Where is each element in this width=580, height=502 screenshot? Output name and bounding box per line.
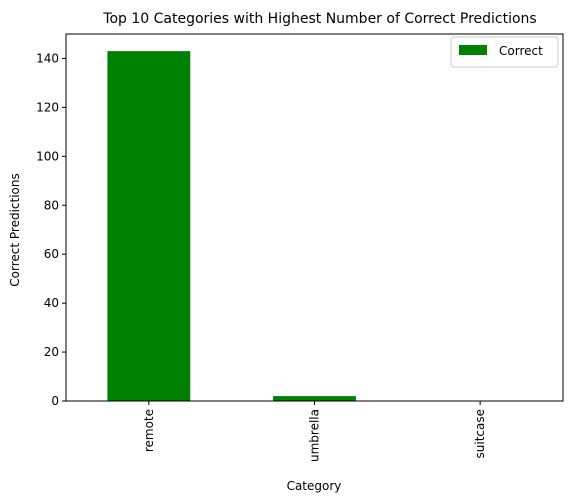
y-tick-label: 40 bbox=[44, 296, 59, 310]
legend: Correct bbox=[450, 36, 559, 68]
x-tick-label: suitcase bbox=[473, 409, 487, 458]
bar bbox=[107, 51, 191, 401]
y-axis-label: Correct Predictions bbox=[8, 173, 22, 286]
y-tick-label: 20 bbox=[44, 345, 59, 359]
x-tick-label: umbrella bbox=[308, 409, 322, 462]
bar bbox=[273, 396, 356, 401]
x-axis-label: Category bbox=[287, 479, 342, 493]
legend-frame bbox=[450, 36, 559, 68]
legend-swatch bbox=[459, 45, 487, 55]
chart-title: Top 10 Categories with Highest Number of… bbox=[102, 11, 536, 27]
y-tick-label: 60 bbox=[44, 247, 59, 261]
y-tick-label: 140 bbox=[36, 51, 59, 65]
y-tick-label: 100 bbox=[36, 149, 59, 163]
x-tick-label: remote bbox=[142, 409, 156, 452]
y-tick-label: 0 bbox=[51, 394, 59, 408]
y-tick-label: 80 bbox=[44, 198, 59, 212]
axes-frame bbox=[65, 33, 564, 402]
plot-area: 0 20 40 60 80 100 120 140 remote umbrella suitcase bbox=[36, 33, 564, 462]
y-tick-label: 120 bbox=[36, 100, 59, 114]
legend-label: Correct bbox=[499, 44, 543, 58]
